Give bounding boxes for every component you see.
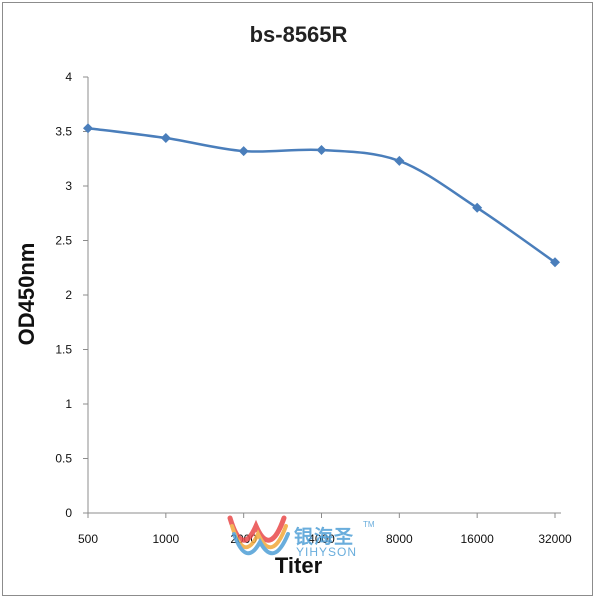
x-tick-label: 500 [78,532,98,546]
data-point [394,155,405,166]
y-tick-label: 1 [65,397,72,411]
chart-title: bs-8565R [249,22,348,47]
x-tick-label: 8000 [386,532,413,546]
x-tick-label: 32000 [538,532,572,546]
y-tick-label: 3 [65,179,72,193]
data-point [316,145,327,156]
data-point [160,133,171,144]
y-tick-label: 2 [65,288,72,302]
data-point [238,146,249,157]
y-tick-label: 4 [65,70,72,84]
x-tick-label: 1000 [152,532,179,546]
watermark-logo-icon [227,515,290,556]
data-point [83,123,93,134]
x-tick-label: 4000 [308,532,335,546]
x-axis-label: Titer [274,553,323,578]
series-group [83,123,560,268]
watermark-trademark: TM [363,520,375,529]
data-point [550,257,560,268]
watermark-brand-cn: 银海圣 [294,526,355,548]
y-tick-label: 1.5 [55,343,72,357]
y-tick-label: 3.5 [55,125,72,139]
y-axis-label: OD450nm [14,242,39,346]
brand-watermark: 银海圣 TM YIHYSON [222,508,382,568]
data-point [472,202,483,213]
y-ticks: 0 0.5 1 1.5 2 2.5 3 3.5 4 [55,70,88,520]
y-tick-label: 0 [65,506,72,520]
y-tick-label: 2.5 [55,234,72,248]
axes [87,77,561,514]
x-tick-label: 16000 [460,532,494,546]
y-tick-label: 0.5 [55,452,72,466]
watermark-brand-en: YIHYSON [296,545,358,559]
